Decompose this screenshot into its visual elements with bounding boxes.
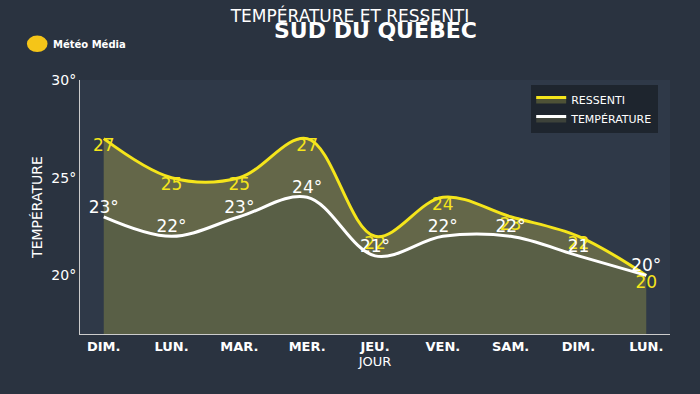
- svg-text:22: 22: [364, 233, 386, 253]
- svg-text:23°: 23°: [224, 197, 254, 217]
- svg-text:24: 24: [432, 194, 454, 214]
- svg-text:22°: 22°: [156, 216, 186, 236]
- svg-text:21°: 21°: [360, 236, 390, 256]
- svg-text:SUD DU QUÉBEC: SUD DU QUÉBEC: [274, 18, 477, 43]
- svg-text:25°: 25°: [51, 170, 76, 186]
- svg-text:23°: 23°: [89, 197, 119, 217]
- svg-text:Météo Média: Météo Média: [53, 39, 126, 50]
- svg-text:25: 25: [229, 174, 251, 194]
- svg-text:20°: 20°: [631, 255, 661, 275]
- svg-text:20°: 20°: [51, 267, 76, 283]
- svg-text:MER.: MER.: [289, 339, 326, 354]
- svg-text:LUN.: LUN.: [629, 339, 663, 354]
- svg-text:21: 21: [568, 236, 590, 256]
- svg-text:LUN.: LUN.: [154, 339, 188, 354]
- svg-text:TEMPÉRATURE: TEMPÉRATURE: [570, 113, 651, 126]
- svg-text:23: 23: [500, 214, 522, 234]
- svg-text:JOUR: JOUR: [358, 354, 392, 369]
- svg-text:24°: 24°: [292, 177, 322, 197]
- svg-text:22°: 22°: [496, 216, 526, 236]
- svg-text:TEMPÉRATURE ET RESSENTI: TEMPÉRATURE ET RESSENTI: [230, 5, 470, 26]
- svg-text:DIM.: DIM.: [562, 339, 596, 354]
- svg-text:25: 25: [161, 174, 183, 194]
- svg-text:MAR.: MAR.: [220, 339, 258, 354]
- svg-text:27: 27: [296, 135, 318, 155]
- svg-text:22°: 22°: [428, 216, 458, 236]
- svg-text:20: 20: [635, 272, 657, 292]
- svg-text:TEMPÉRATURE: TEMPÉRATURE: [29, 156, 45, 259]
- svg-text:JEU.: JEU.: [359, 339, 389, 354]
- svg-text:SAM.: SAM.: [492, 339, 529, 354]
- svg-text:DIM.: DIM.: [87, 339, 121, 354]
- svg-text:RESSENTI: RESSENTI: [571, 94, 625, 107]
- svg-text:27: 27: [93, 135, 115, 155]
- svg-text:VEN.: VEN.: [425, 339, 460, 354]
- svg-text:22: 22: [568, 233, 590, 253]
- svg-text:30°: 30°: [51, 72, 76, 88]
